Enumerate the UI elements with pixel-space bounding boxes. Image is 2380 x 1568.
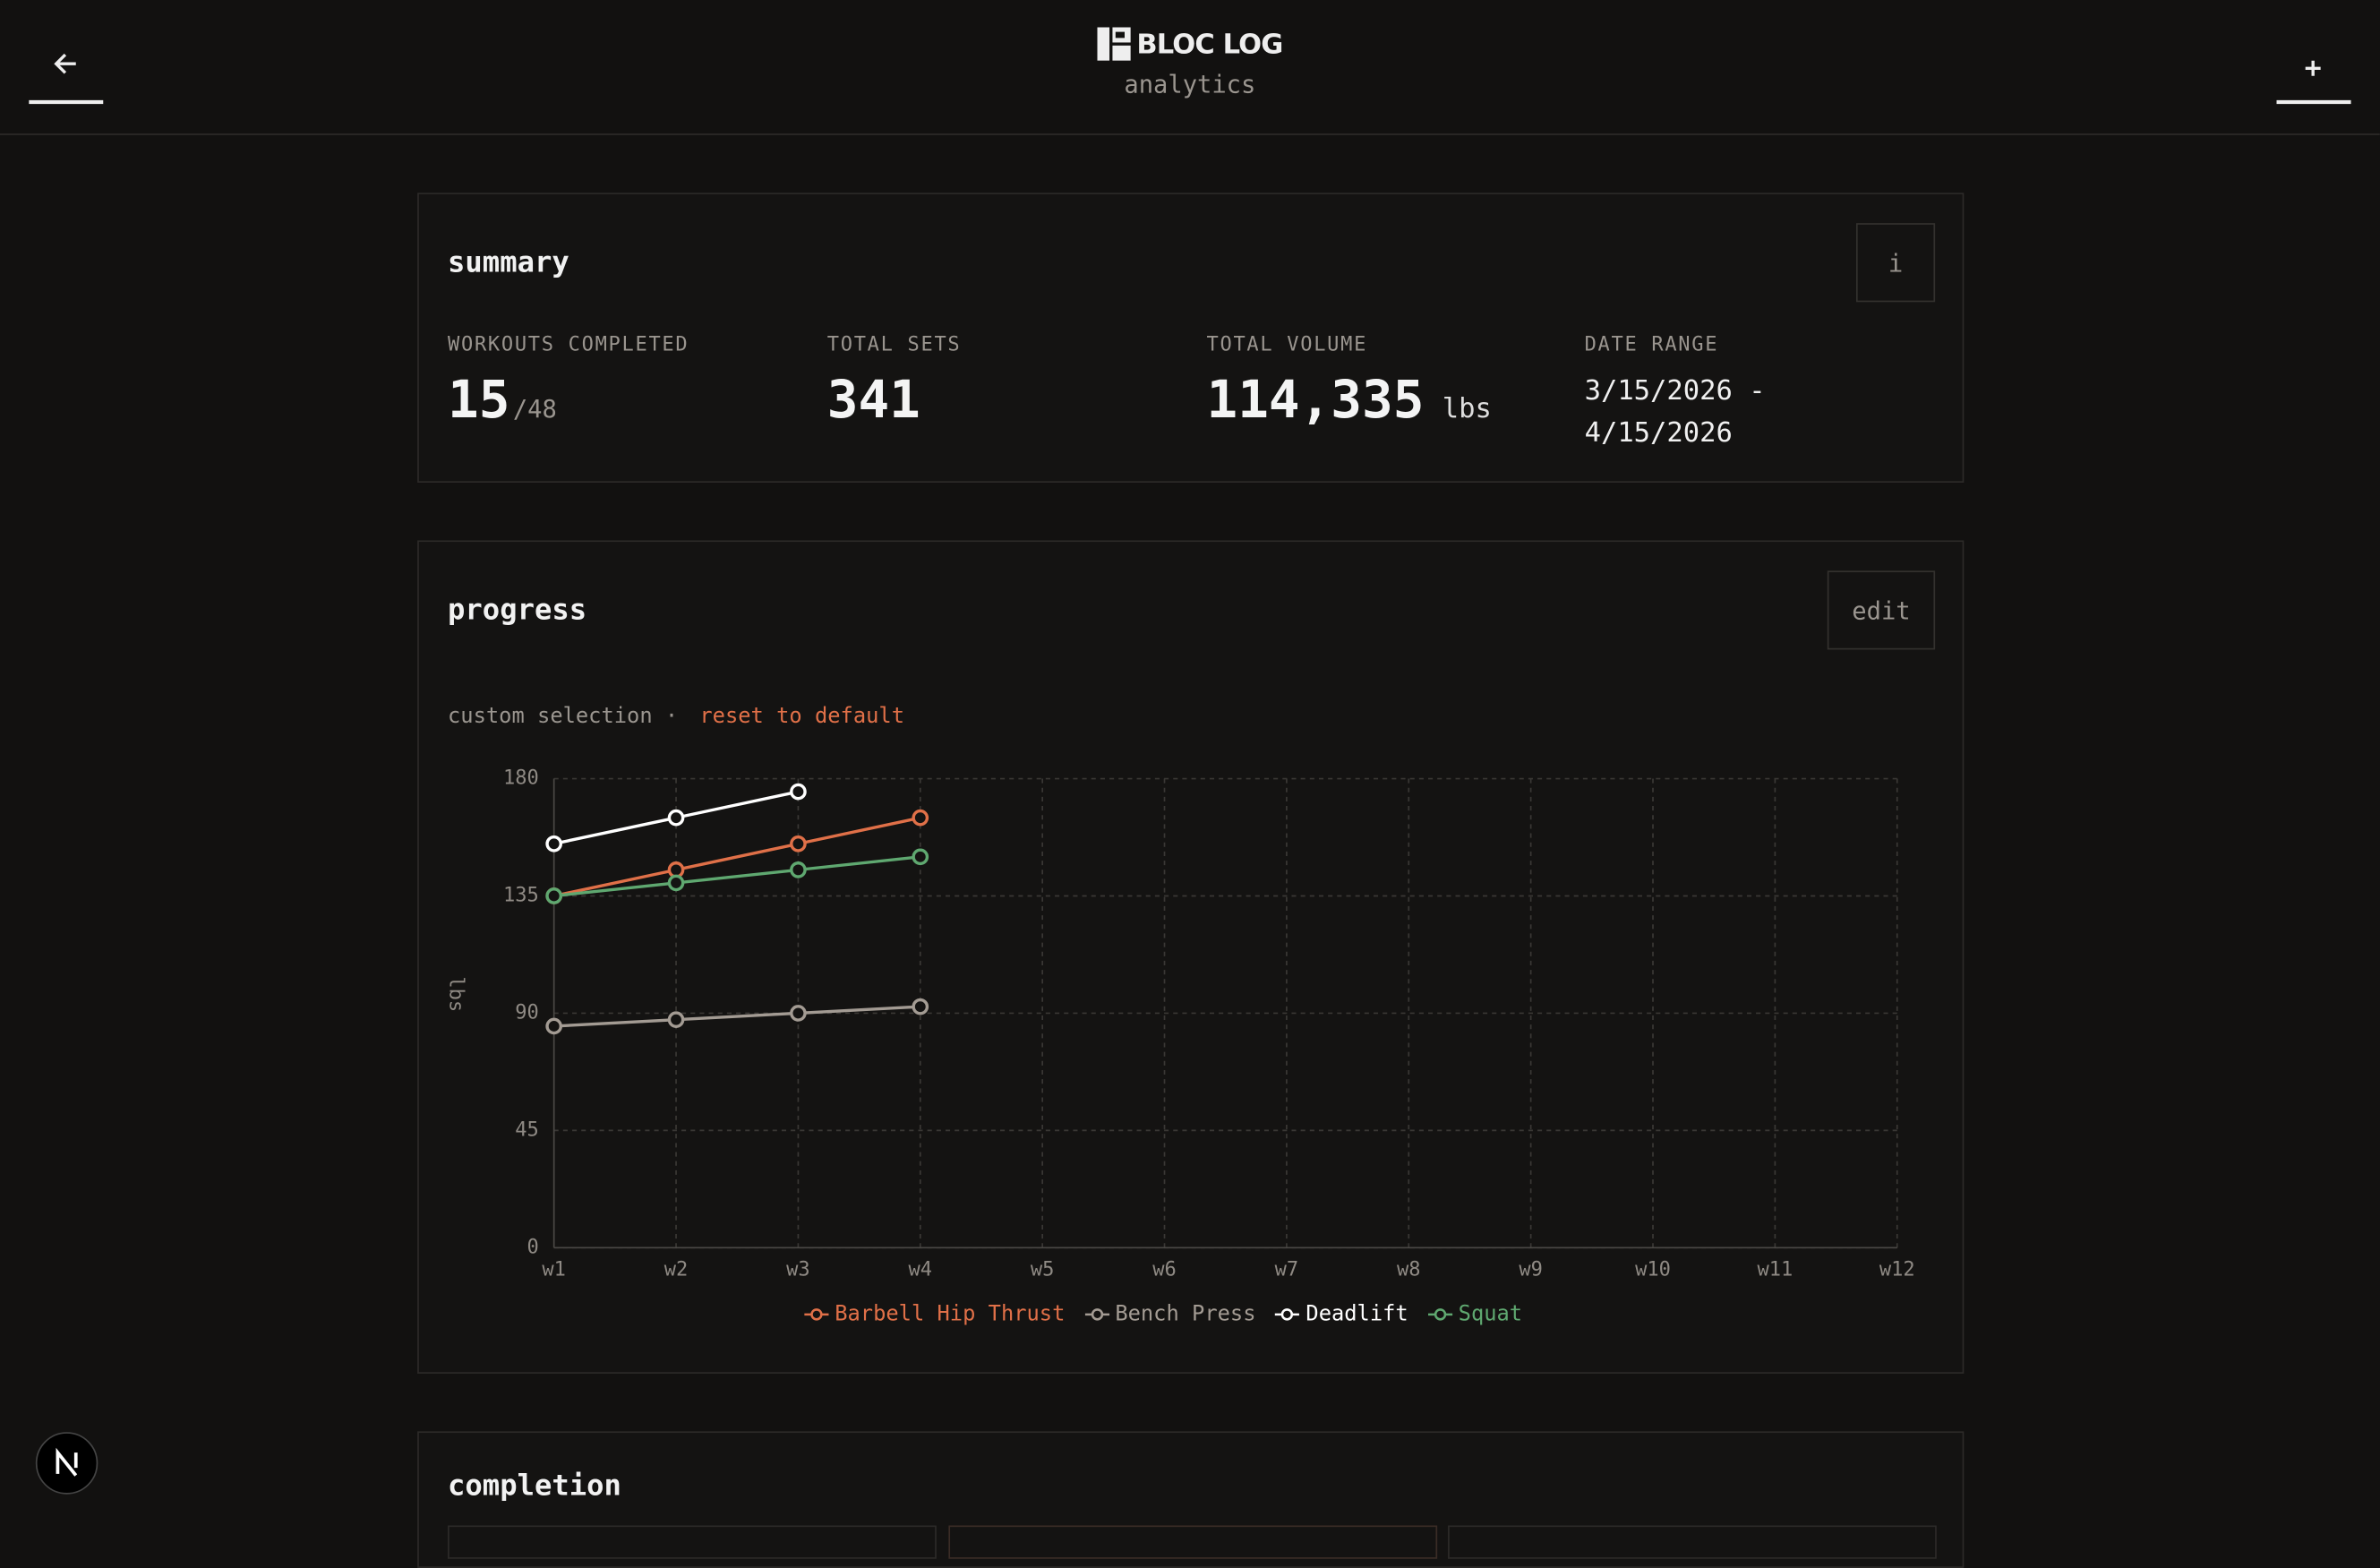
y-axis-title: lbs [445, 976, 467, 1012]
data-point [545, 1017, 562, 1035]
data-point [790, 835, 807, 853]
stat-label: DATE RANGE [1584, 333, 1719, 357]
x-tick-label: w11 [1757, 1259, 1793, 1281]
page-subtitle: analytics [1124, 69, 1256, 99]
selection-note: custom selection · [448, 704, 679, 729]
x-tick-label: w2 [664, 1259, 689, 1281]
app-title: BLOC LOG [1136, 28, 1283, 60]
stat-value: 15 [448, 370, 510, 432]
legend-swatch [1427, 1308, 1452, 1321]
stat-suffix: lbs [1442, 393, 1492, 425]
stat-value: 114,335 [1206, 370, 1425, 432]
stat-suffix: /48 [512, 394, 557, 424]
series-line [553, 1005, 920, 1028]
data-point [912, 848, 929, 866]
card-title: completion [448, 1469, 621, 1504]
data-point [912, 998, 929, 1015]
legend-label: Squat [1458, 1302, 1523, 1327]
stat-label: WORKOUTS COMPLETED [448, 333, 689, 357]
x-tick-label: w10 [1635, 1259, 1671, 1281]
legend-dot [1091, 1308, 1103, 1321]
x-tick-label: w4 [909, 1259, 933, 1281]
add-button[interactable] [2276, 37, 2353, 107]
legend-label: Barbell Hip Thrust [835, 1302, 1066, 1327]
x-tick-label: w7 [1275, 1259, 1299, 1281]
x-tick-label: w9 [1519, 1259, 1543, 1281]
y-tick-label: 45 [515, 1118, 539, 1141]
reset-link[interactable]: reset to default [699, 704, 904, 729]
top-bar [0, 0, 2380, 135]
y-tick-label: 0 [527, 1236, 538, 1258]
stat-label: TOTAL VOLUME [1206, 333, 1368, 357]
stat-label: TOTAL SETS [826, 333, 962, 357]
data-point [545, 887, 562, 904]
stat: 15/48 [448, 371, 557, 432]
legend-item[interactable]: Barbell Hip Thrust [803, 1302, 1066, 1327]
edit-button[interactable]: edit [1827, 570, 1936, 650]
x-tick-label: w12 [1879, 1259, 1915, 1281]
legend-dot [1281, 1308, 1294, 1321]
legend: Barbell Hip Thrust Bench Press Deadlift Squ… [555, 1302, 1769, 1326]
data-point [667, 1011, 685, 1029]
series-line [553, 816, 921, 898]
legend-swatch [1084, 1308, 1109, 1321]
data-point [790, 783, 807, 801]
data-point [790, 861, 807, 878]
data-point [667, 809, 685, 827]
legend-label: Deadlift [1306, 1302, 1408, 1327]
logo-icon [1097, 27, 1131, 61]
x-tick-label: w5 [1031, 1259, 1055, 1281]
legend-item[interactable]: Squat [1426, 1302, 1522, 1326]
x-tick-label: w1 [542, 1259, 566, 1281]
legend-swatch [1275, 1308, 1300, 1321]
series-line [553, 855, 920, 898]
x-tick-label: w6 [1152, 1259, 1177, 1281]
y-tick-label: 90 [515, 1001, 539, 1024]
progress-chart: lbs 0 45 90 135 180 w1 w2 w3 w4 w5 w6 w7 w8 w9 w10 w11 w… [445, 767, 1915, 1281]
legend-item[interactable]: Bench Press [1083, 1302, 1256, 1327]
stat-value: 3/15/2026 - 4/15/2026 [1584, 374, 1766, 450]
card-title: progress [448, 593, 587, 628]
progress-card: progress edit custom selection · reset t… [417, 540, 1965, 1374]
stat: 114,335 lbs [1207, 371, 1492, 432]
data-point [545, 835, 562, 853]
legend-dot [1434, 1308, 1447, 1321]
data-point [790, 1005, 807, 1022]
x-tick-label: w3 [786, 1259, 810, 1281]
x-tick-label: w8 [1397, 1259, 1421, 1281]
logo: BLOC LOG [1038, 27, 1341, 61]
legend-item[interactable]: Deadlift [1274, 1302, 1408, 1326]
legend-dot [810, 1308, 823, 1321]
y-tick-label: 180 [503, 767, 539, 790]
dev-badge[interactable] [35, 1431, 98, 1495]
summary-card: summary i WORKOUTS COMPLETED 15/48 TOTAL… [417, 193, 1965, 484]
legend-swatch [804, 1308, 829, 1321]
stat-value: 341 [826, 370, 920, 432]
data-point [912, 809, 929, 827]
data-point [667, 874, 685, 892]
y-tick-label: 135 [503, 884, 539, 906]
back-button[interactable] [29, 37, 105, 107]
info-button[interactable]: i [1855, 223, 1936, 303]
card-title: summary [448, 245, 569, 279]
legend-label: Bench Press [1115, 1302, 1256, 1327]
